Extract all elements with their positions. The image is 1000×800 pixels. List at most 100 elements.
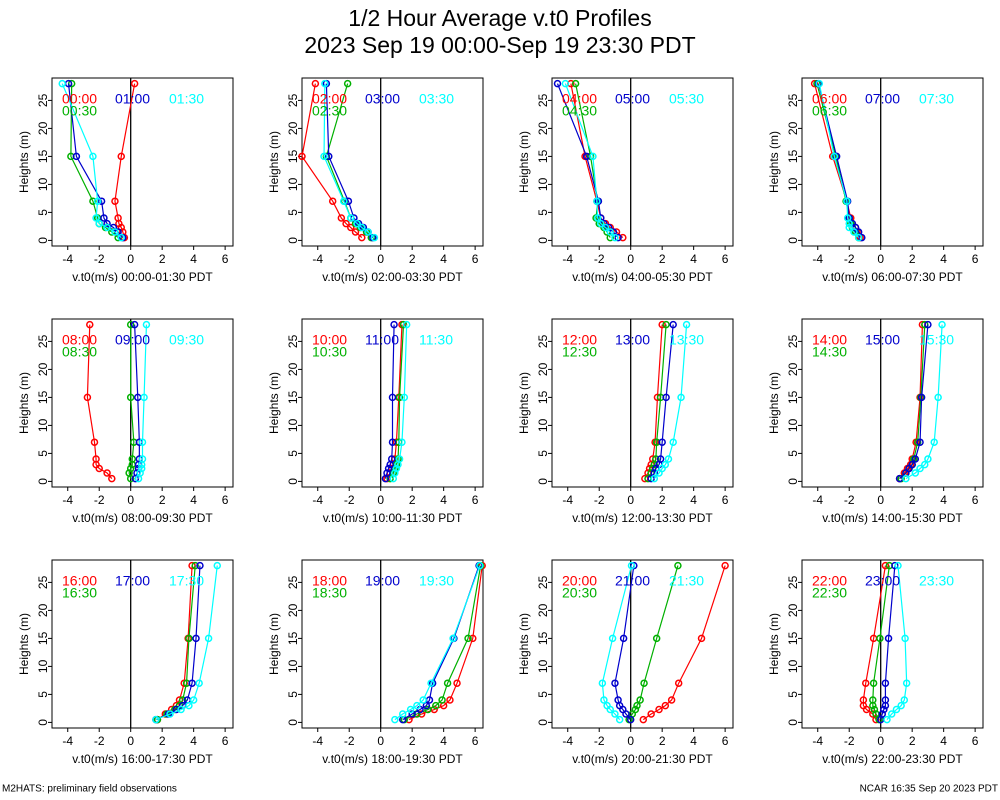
profile-point [111, 197, 119, 205]
profile-point [130, 320, 139, 329]
x-tick-label: 2 [409, 493, 416, 507]
profile-point [815, 79, 824, 88]
profile-point [667, 696, 676, 704]
profile-point [571, 79, 580, 88]
profile-point [476, 561, 484, 570]
profile-point [611, 710, 619, 718]
profile-point [386, 474, 394, 483]
profile-point [669, 438, 677, 446]
x-tick-label: -2 [344, 493, 355, 507]
x-tick-label: 4 [690, 734, 697, 748]
y-tick-label: 25 [36, 93, 50, 107]
figure-title: 1/2 Hour Average v.t0 Profiles [348, 5, 651, 31]
legend-entry: 05:30 [669, 91, 704, 107]
profile-point [878, 710, 887, 718]
profile-point [328, 197, 337, 205]
legend-entry: 02:00 [312, 91, 347, 107]
legend-entry: 04:30 [562, 103, 597, 119]
profile-point [615, 715, 624, 724]
x-tick-label: -4 [812, 734, 823, 748]
profile-point [464, 634, 472, 643]
y-tick-label: 5 [286, 209, 300, 216]
x-axis-label: v.t0(m/s) 18:00-19:30 PDT [322, 752, 463, 766]
y-tick-label: 20 [286, 362, 300, 376]
x-tick-label: 6 [222, 493, 229, 507]
profile-point [325, 152, 333, 161]
x-tick-label: -4 [312, 734, 323, 748]
y-axis-label: Heights (m) [267, 372, 281, 434]
x-tick-label: -2 [844, 734, 855, 748]
profile-point [677, 393, 685, 402]
y-tick-label: 0 [786, 719, 800, 726]
profile-point [881, 679, 890, 687]
x-tick-label: 2 [409, 252, 416, 266]
profile-point [597, 219, 605, 228]
profile-point [142, 320, 151, 329]
profile-point [636, 696, 644, 704]
profile-point [662, 393, 670, 402]
plot-frame [801, 318, 984, 488]
x-tick-label: 2 [909, 734, 916, 748]
profile-point [881, 696, 890, 704]
x-axis-label: v.t0(m/s) 14:00-15:30 PDT [822, 511, 963, 525]
profile-point [883, 715, 891, 724]
legend-entry: 07:30 [919, 91, 954, 107]
profile-point [180, 679, 188, 687]
profile-point [603, 701, 611, 710]
panel: -4 -2 0 2 4 6 0 5 10 15 20 25 v.t0(m/s) 14:00-15:30 … [767, 318, 984, 525]
x-tick-label: 0 [877, 734, 884, 748]
plot-frame [801, 77, 984, 247]
legend-entry: 13:30 [669, 332, 704, 348]
profile-point [388, 393, 397, 402]
y-tick-label: 0 [536, 478, 550, 485]
y-axis-label: Heights (m) [17, 131, 31, 193]
profile-point [172, 705, 181, 714]
y-tick-label: 0 [286, 478, 300, 485]
profile-point [449, 634, 457, 643]
x-tick-label: 6 [972, 493, 979, 507]
profile-point [126, 393, 135, 402]
profile-point [884, 634, 893, 643]
x-tick-label: -4 [312, 493, 323, 507]
profile-point [358, 233, 366, 242]
profile-point [413, 701, 421, 710]
profile-point [891, 561, 899, 570]
y-tick-label: 0 [786, 237, 800, 244]
plot-frame [551, 77, 734, 247]
legend-entry: 22:30 [812, 585, 847, 601]
profile-point [321, 79, 329, 88]
profile-point [869, 696, 877, 704]
x-tick-label: 0 [377, 252, 384, 266]
profile-point [647, 474, 655, 483]
y-tick-label: 20 [786, 121, 800, 135]
y-tick-label: 15 [36, 149, 50, 163]
profile-point [137, 464, 146, 473]
y-tick-label: 25 [786, 93, 800, 107]
profile-point [661, 460, 670, 469]
profile-point [593, 197, 601, 205]
y-tick-label: 0 [536, 719, 550, 726]
profile-point [103, 223, 111, 232]
profile-point [128, 455, 137, 463]
profile-point [652, 634, 661, 643]
x-axis-label: v.t0(m/s) 04:00-05:30 PDT [572, 270, 713, 284]
x-tick-label: 6 [472, 734, 479, 748]
profile-point [166, 710, 174, 718]
x-tick-label: 0 [377, 734, 384, 748]
profile-point [902, 474, 910, 483]
y-tick-label: 15 [536, 631, 550, 645]
profile-point [364, 228, 372, 236]
x-tick-label: -4 [812, 493, 823, 507]
y-axis-label: Heights (m) [267, 613, 281, 675]
x-tick-label: 4 [190, 734, 197, 748]
legend-entry: 07:00 [865, 91, 900, 107]
x-axis-label: v.t0(m/s) 00:00-01:30 PDT [72, 270, 213, 284]
x-tick-label: 0 [377, 493, 384, 507]
y-axis-label: Heights (m) [17, 613, 31, 675]
profile-point [384, 464, 393, 473]
profile-point [810, 79, 819, 88]
x-tick-label: 6 [472, 493, 479, 507]
profile-point [650, 474, 659, 483]
x-tick-label: -2 [594, 252, 605, 266]
